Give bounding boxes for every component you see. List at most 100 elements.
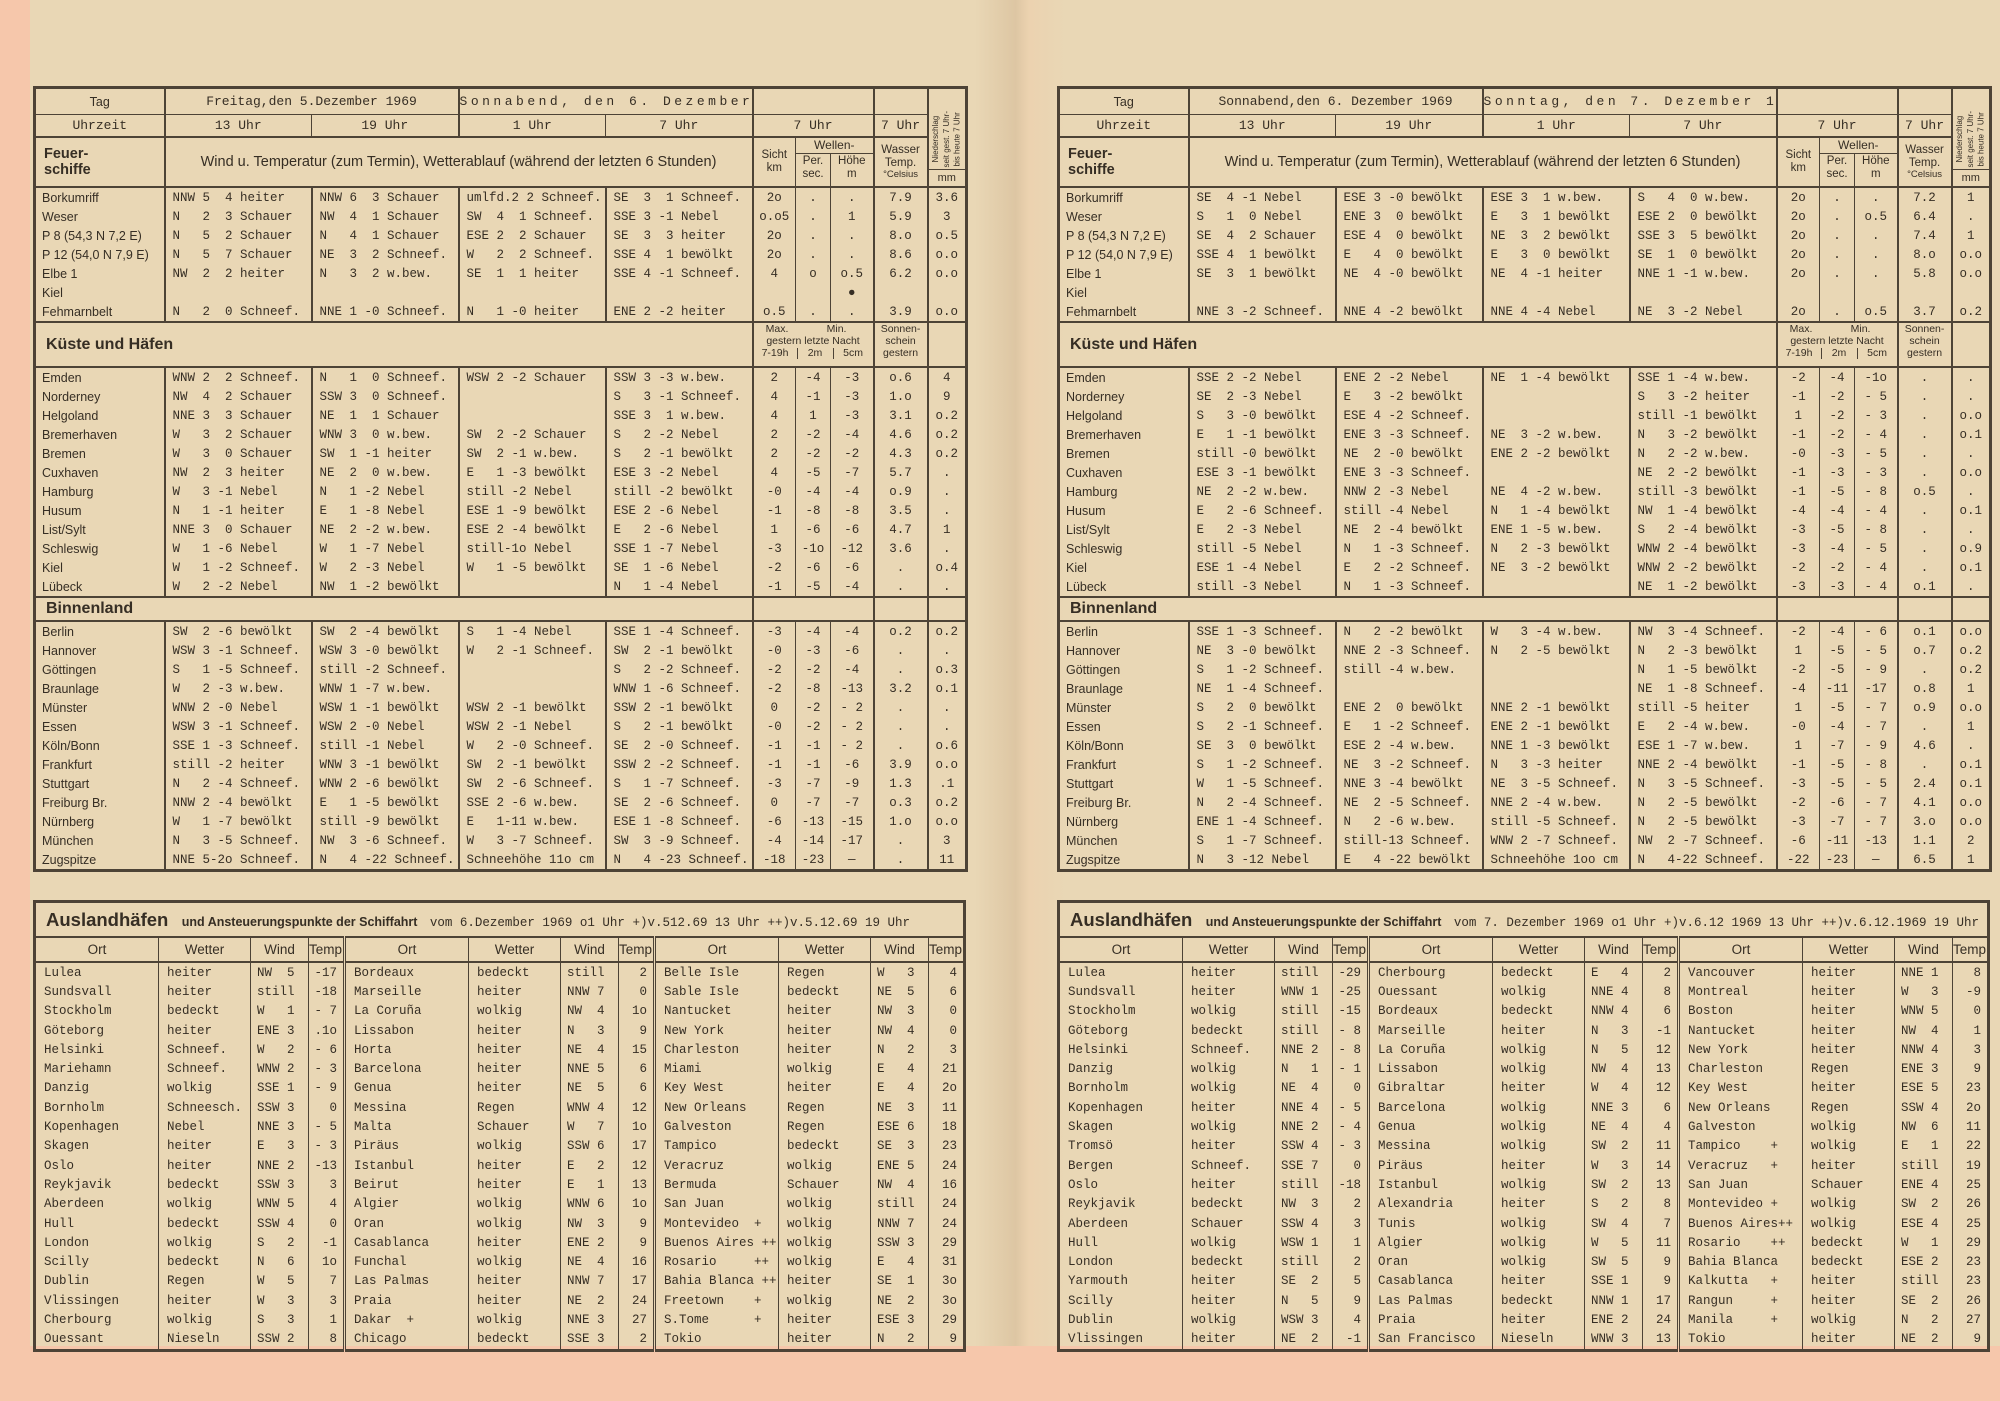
section-feuerschiffe-label: Feuer- schiffe — [1058, 137, 1190, 187]
cell-po: Casablanca — [1368, 1271, 1493, 1292]
wetter-header: Wetter — [158, 937, 251, 963]
h719-label: 7-19h — [1785, 346, 1813, 359]
cell-wx: still -5 Nebel — [1188, 539, 1337, 558]
cell-pw: wolkig — [468, 1194, 561, 1214]
cell-num: . — [1897, 463, 1953, 482]
cell-wx: E 2 -3 Nebel — [1188, 520, 1337, 539]
cell-num: -5 — [1819, 520, 1856, 539]
sicht-header: Sicht km — [752, 137, 797, 187]
cell-wx: ENE 3 -3 Schneef. — [1335, 463, 1484, 482]
cell-ptemp: 4 — [1642, 1117, 1680, 1137]
cell-pw: bedeckt — [158, 1001, 251, 1021]
cell-po: London — [1058, 1252, 1183, 1272]
kueste-row: Hamburg NE 2 -2 w.bew. NNW 2 -3 Nebel NE 4 … — [1058, 482, 1991, 501]
cell-num: . — [943, 700, 951, 715]
cell-wx: still -2 Nebel — [458, 482, 607, 501]
cell-pwind: S 2 — [250, 1233, 309, 1253]
cell-num: -2 — [795, 660, 832, 679]
cell-num: . — [1897, 558, 1953, 577]
cell-wx — [458, 679, 607, 698]
weather-table-right: Tag Sonnabend,den 6. Dezember 1969 Sonnt… — [1057, 86, 1993, 872]
cell-num: 7.2 — [1897, 186, 1953, 207]
tag-label: Tag — [34, 87, 166, 115]
cell-wx: N 4 -23 Schneef. — [605, 850, 754, 871]
cell-num: -2 — [752, 679, 797, 698]
cell-ptemp: 8 — [1642, 1194, 1680, 1214]
feuerschiffe-row: P 8 (54,3 N 7,2 E) SE 4 2 Schauer ESE 4 0 … — [1058, 226, 1991, 245]
cell-num: -4 — [1819, 366, 1856, 387]
cell-wx: W 2 -3 w.bew. — [164, 679, 313, 698]
kueste-row: Schleswig still -5 Nebel N 1 -3 Schneef. N … — [1058, 539, 1991, 558]
binnenland-row: Freiburg Br. NNW 2 -4 bewölkt E 1 -5 bewöl… — [34, 793, 967, 812]
cell-num: o.o — [1959, 814, 1983, 829]
cell-pwind: WNW 5 — [250, 1194, 309, 1214]
cell-num: -5 — [1819, 641, 1856, 660]
cell-pwind: NE 4 — [560, 1252, 619, 1272]
cell-pwind: WSW 1 — [1274, 1233, 1333, 1253]
cell-num: -6 — [830, 520, 875, 539]
cell-po: Tokio — [1678, 1329, 1803, 1351]
cell-po: Piräus — [344, 1136, 469, 1156]
maxmin-line1: Max. Min. — [1778, 324, 1896, 336]
cell-num: 1.1 — [1897, 831, 1953, 850]
cell-wx: SE 4 -1 Nebel — [1188, 186, 1337, 207]
cell-pw: bedeckt — [1492, 1291, 1585, 1311]
km-label: km — [1790, 162, 1806, 174]
cell-num: 3.7 — [1897, 302, 1953, 322]
cell-num: . — [943, 503, 951, 518]
cell-num: . — [1897, 539, 1953, 558]
cell-po: Buenos Aires++ — [1678, 1213, 1803, 1234]
cell-ptemp: 9 — [1642, 1271, 1680, 1292]
cell-po: Buenos Aires ++ — [654, 1233, 779, 1253]
cell-wx: WNW 2 -2 bewölkt — [1629, 558, 1778, 577]
cell-pwind: SSW 3 — [870, 1233, 929, 1253]
cell-pw: wolkig — [1802, 1136, 1895, 1156]
cell-num: o.2 — [1959, 643, 1983, 658]
cell-num: -2 — [1776, 620, 1821, 641]
cell-wx: WSW 3 -0 bewölkt — [311, 641, 460, 660]
port-row: Mariehamn Schneef. WNW 2- 3 Barcelona heiter… — [34, 1059, 965, 1079]
cell-pwind: NNE 3 — [250, 1117, 309, 1137]
cell-wx: SE 3 1 bewölkt — [1188, 264, 1337, 283]
cell-wx: S 2 0 bewölkt — [1188, 698, 1337, 717]
cell-pw: Nebel — [158, 1117, 251, 1137]
cell-pw: bedeckt — [468, 962, 561, 983]
header-spacer — [1776, 87, 1899, 115]
cell-num: 1 — [943, 522, 951, 537]
cell-ptemp: 1o — [618, 1117, 656, 1137]
cell-wx — [1629, 283, 1778, 302]
cell-num — [1776, 283, 1821, 302]
cell-lbl: Cuxhaven — [1058, 463, 1190, 482]
cell-wx: W 1 -5 Schneef. — [1188, 774, 1337, 793]
cell-num — [1854, 283, 1899, 302]
cell-num: o.3 — [873, 793, 929, 812]
cell-num: -4 — [830, 620, 875, 641]
cell-pw: wolkig — [778, 1291, 871, 1311]
cell-num: - 4 — [1854, 558, 1899, 577]
cell-wx: SSE 1 -4 Schneef. — [605, 620, 754, 641]
cell-pwind: NE 4 — [1584, 1117, 1643, 1137]
auslandhaefen-title-cell: Auslandhäfen und Ansteuerungspunkte der … — [34, 901, 965, 938]
cell-pw: wolkig — [1182, 1059, 1275, 1079]
cell-wx: WNW 3 0 w.bew. — [311, 425, 460, 444]
hoehe-label: Höhe — [1862, 155, 1890, 167]
cell-num: o.1 — [935, 681, 959, 696]
binnenland-row: Braunlage NE 1 -4 Schneef. NE 1 -8 Schneef… — [1058, 679, 1991, 698]
binnenland-band: Binnenland — [1058, 596, 1991, 622]
cell-po: Belle Isle — [654, 962, 779, 983]
cell-ptemp: 8 — [1642, 982, 1680, 1002]
cell-wx: WNW 2 -6 bewölkt — [311, 774, 460, 793]
cell-ptemp: - 6 — [308, 1040, 346, 1060]
cell-num: 8.o — [873, 226, 929, 245]
cell-wx: SE 2 -3 Nebel — [1188, 387, 1337, 406]
cell-wx: N 2 -4 Schneef. — [1188, 793, 1337, 812]
cell-pwind: E 4 — [870, 1252, 929, 1272]
feuerschiffe-row: Elbe 1 SE 3 1 bewölkt NE 4 -0 bewölkt NE 4 … — [1058, 264, 1991, 283]
cell-po: Ouessant — [34, 1329, 159, 1351]
cell-wx: still -5 Schneef. — [1482, 812, 1631, 831]
cell-num: -2 — [795, 444, 832, 463]
cell-po: Sundsvall — [1058, 982, 1183, 1002]
cell-pwind: NNW 7 — [870, 1213, 929, 1234]
cell-num: o.2 — [935, 427, 959, 442]
